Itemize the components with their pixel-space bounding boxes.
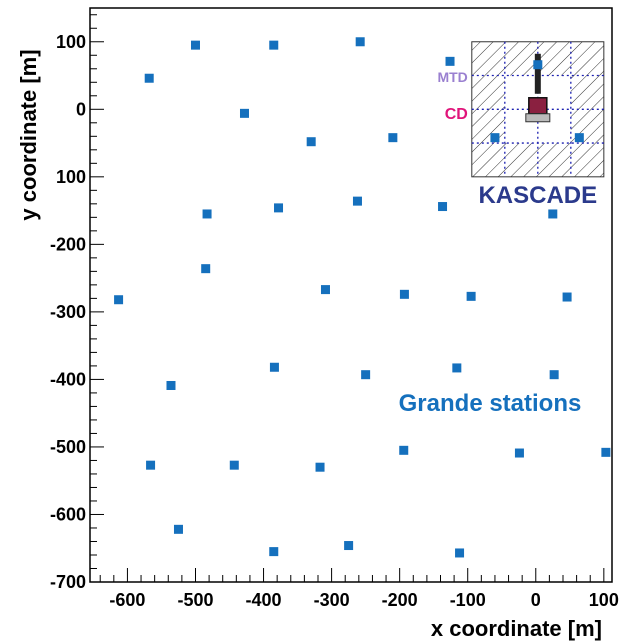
station-marker xyxy=(229,460,239,470)
station-marker xyxy=(549,370,559,380)
y-tick-label: -700 xyxy=(50,572,86,592)
mtd-label: MTD xyxy=(437,69,467,85)
station-marker xyxy=(166,380,176,390)
station-marker xyxy=(315,462,325,472)
station-marker xyxy=(388,133,398,143)
station-marker xyxy=(320,285,330,295)
kascade-inset: MTD CD KASCADE xyxy=(437,41,605,209)
central-detector xyxy=(528,97,548,115)
y-tick-label: 100 xyxy=(56,167,86,187)
x-tick-label: -400 xyxy=(246,590,282,610)
y-tick-label: -600 xyxy=(50,504,86,524)
y-tick-label: -500 xyxy=(50,437,86,457)
x-tick-label: 100 xyxy=(589,590,619,610)
station-markers xyxy=(114,37,611,558)
station-marker xyxy=(269,40,279,50)
cd-label: CD xyxy=(445,106,468,123)
kascade-title: KASCADE xyxy=(478,182,597,209)
station-marker xyxy=(445,56,455,66)
station-marker xyxy=(201,264,211,274)
x-tick-label: -600 xyxy=(109,590,145,610)
y-tick-label: -400 xyxy=(50,369,86,389)
x-axis-ticks: -600 -500 -400 -300 -200 -100 0 100 xyxy=(99,568,619,610)
y-tick-label: 100 xyxy=(56,32,86,52)
station-marker xyxy=(202,209,212,219)
mtd-tunnel xyxy=(534,53,541,94)
station-marker xyxy=(399,445,409,455)
station-marker xyxy=(352,196,362,206)
station-marker xyxy=(344,541,354,551)
station-marker xyxy=(399,289,409,299)
plot-border xyxy=(89,7,613,583)
station-marker xyxy=(455,548,465,558)
station-marker xyxy=(355,37,365,47)
y-tick-label: -200 xyxy=(50,234,86,254)
station-marker xyxy=(114,295,124,305)
station-marker xyxy=(466,291,476,301)
station-marker xyxy=(173,524,183,534)
x-tick-label: 0 xyxy=(531,590,541,610)
station-marker xyxy=(533,60,543,70)
station-marker xyxy=(239,108,249,118)
station-marker xyxy=(514,448,524,458)
y-tick-label: -300 xyxy=(50,302,86,322)
station-marker xyxy=(146,460,156,470)
station-marker xyxy=(144,73,154,83)
cd-base xyxy=(525,113,551,123)
station-marker xyxy=(190,40,200,50)
x-tick-label: -200 xyxy=(382,590,418,610)
station-marker xyxy=(361,370,371,380)
y-tick-label: 0 xyxy=(76,99,86,119)
plot-frame xyxy=(89,7,613,583)
station-marker xyxy=(574,133,584,143)
x-tick-label: -300 xyxy=(314,590,350,610)
x-tick-label: -500 xyxy=(177,590,213,610)
station-marker xyxy=(438,202,448,212)
x-tick-label: -100 xyxy=(450,590,486,610)
y-axis-ticks: 100 0 100 -200 -300 -400 -500 -600 -700 xyxy=(50,14,104,592)
y-axis-title: y coordinate [m] xyxy=(16,49,41,220)
station-marker xyxy=(548,209,558,219)
station-marker xyxy=(601,447,611,457)
station-marker xyxy=(452,363,462,373)
station-marker xyxy=(269,547,279,557)
station-marker xyxy=(490,133,500,143)
grande-stations-label: Grande stations xyxy=(399,390,582,417)
station-marker xyxy=(269,362,279,372)
station-marker xyxy=(274,203,284,213)
station-marker xyxy=(306,137,316,147)
x-axis-title: x coordinate [m] xyxy=(431,616,602,641)
station-marker xyxy=(562,292,572,302)
